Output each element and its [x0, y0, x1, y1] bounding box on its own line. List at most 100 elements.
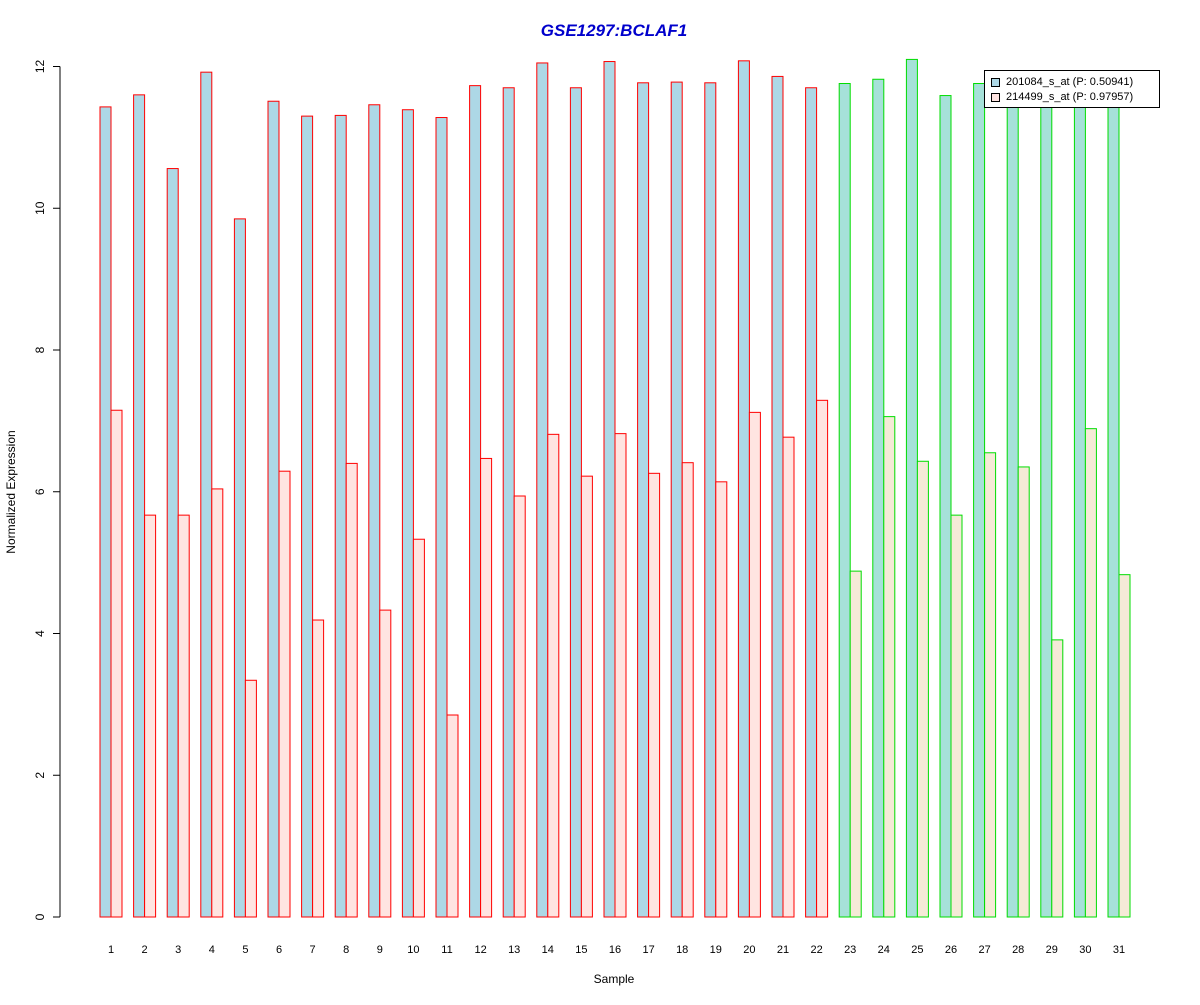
x-tick-label: 29 [1046, 944, 1058, 956]
bar-series-2-sample-27 [984, 452, 997, 918]
x-tick-label: 4 [209, 944, 215, 956]
bar-series-2-sample-12 [480, 457, 493, 918]
bar-series-1-sample-9 [368, 104, 381, 918]
legend-label-series-1: 201084_s_at (P: 0.50941) [1006, 76, 1134, 88]
x-tick-label: 30 [1079, 944, 1091, 956]
bar-series-1-sample-29 [1040, 102, 1053, 918]
bar-series-1-sample-27 [973, 83, 986, 918]
y-tick-label: 0 [33, 913, 47, 920]
y-axis-ticks: 0 2 4 6 8 10 12 [33, 60, 60, 920]
x-tick-label: 17 [642, 944, 654, 956]
y-tick-label: 4 [33, 630, 47, 637]
x-tick-label: 6 [276, 944, 282, 956]
legend: 201084_s_at (P: 0.50941) 214499_s_at (P:… [984, 70, 1160, 108]
bar-series-2-sample-21 [782, 436, 795, 918]
bar-series-1-sample-10 [401, 109, 414, 918]
x-tick-label: 24 [878, 944, 890, 956]
bar-series-2-sample-23 [849, 570, 862, 918]
bar-series-1-sample-4 [200, 71, 213, 918]
bar-series-2-sample-10 [412, 538, 425, 918]
bar-series-1-sample-5 [233, 218, 246, 918]
bar-series-1-sample-17 [637, 82, 650, 918]
bar-series-1-sample-31 [1107, 104, 1120, 918]
x-tick-label: 12 [474, 944, 486, 956]
x-axis-tick-labels: 1 2 3 4 5 6 7 8 9 10 11 12 13 14 15 16 17 18 19 20 21 22 23 24 2… [108, 944, 1125, 956]
x-tick-label: 18 [676, 944, 688, 956]
bar-series-1-sample-15 [569, 87, 582, 918]
x-axis-label: Sample [594, 972, 635, 986]
bar-series-1-sample-22 [805, 87, 818, 918]
bar-series-2-sample-8 [345, 462, 358, 918]
bar-series-2-sample-2 [144, 514, 157, 918]
bar-series [99, 58, 1131, 918]
bar-series-1-sample-19 [704, 82, 717, 918]
legend-label-series-2: 214499_s_at (P: 0.97957) [1006, 91, 1134, 103]
x-tick-label: 23 [844, 944, 856, 956]
bar-series-2-sample-5 [244, 679, 257, 918]
bar-series-2-sample-31 [1118, 574, 1131, 918]
bar-series-1-sample-12 [469, 85, 482, 918]
bar-series-1-sample-8 [334, 114, 347, 918]
bar-series-2-sample-9 [379, 609, 392, 918]
x-tick-label: 8 [343, 944, 349, 956]
x-tick-label: 16 [609, 944, 621, 956]
x-tick-label: 3 [175, 944, 181, 956]
x-tick-label: 1 [108, 944, 114, 956]
x-tick-label: 26 [945, 944, 957, 956]
bar-series-1-sample-7 [301, 115, 314, 918]
bar-series-2-sample-4 [211, 488, 224, 918]
bar-series-1-sample-25 [905, 58, 918, 918]
y-axis-label: Normalized Expression [4, 430, 18, 553]
bar-series-2-sample-16 [614, 433, 627, 918]
bar-series-2-sample-29 [1051, 639, 1064, 918]
legend-swatch-series-2 [991, 92, 1000, 102]
bar-series-2-sample-18 [681, 462, 694, 918]
y-tick-label: 10 [33, 201, 47, 215]
y-tick-label: 8 [33, 346, 47, 353]
y-tick-label: 6 [33, 488, 47, 495]
bar-series-1-sample-23 [838, 83, 851, 918]
bar-series-1-sample-11 [435, 117, 448, 918]
legend-swatch-series-1 [991, 77, 1000, 87]
bar-series-1-sample-16 [603, 61, 616, 918]
x-tick-label: 20 [743, 944, 755, 956]
bar-series-2-sample-26 [950, 514, 963, 918]
bar-series-2-sample-7 [312, 619, 325, 918]
bar-series-2-sample-24 [883, 416, 896, 918]
bar-series-2-sample-25 [916, 460, 929, 918]
bar-series-1-sample-14 [536, 62, 549, 918]
bar-series-1-sample-2 [133, 94, 146, 918]
bar-series-1-sample-26 [939, 95, 952, 918]
bar-series-2-sample-6 [278, 470, 291, 918]
bar-series-1-sample-3 [166, 168, 179, 918]
bar-series-1-sample-1 [99, 106, 112, 918]
bar-series-2-sample-13 [513, 495, 526, 918]
x-tick-label: 9 [377, 944, 383, 956]
x-tick-label: 31 [1113, 944, 1125, 956]
x-tick-label: 10 [407, 944, 419, 956]
x-tick-label: 7 [310, 944, 316, 956]
bar-series-1-sample-6 [267, 100, 280, 918]
bar-series-1-sample-24 [872, 78, 885, 918]
x-tick-label: 21 [777, 944, 789, 956]
bar-series-2-sample-11 [446, 714, 459, 918]
bar-series-1-sample-13 [502, 87, 515, 918]
bar-series-2-sample-30 [1084, 428, 1097, 918]
bar-series-2-sample-15 [580, 475, 593, 918]
y-tick-label: 2 [33, 772, 47, 779]
bar-series-2-sample-14 [547, 433, 560, 918]
x-tick-label: 13 [508, 944, 520, 956]
x-tick-label: 27 [978, 944, 990, 956]
bar-series-1-sample-30 [1073, 101, 1086, 918]
x-tick-label: 11 [441, 944, 452, 956]
y-tick-label: 12 [33, 60, 47, 74]
x-tick-label: 2 [142, 944, 148, 956]
x-tick-label: 25 [911, 944, 923, 956]
legend-entry-series-1: 201084_s_at (P: 0.50941) [991, 75, 1133, 89]
x-tick-label: 5 [242, 944, 248, 956]
bar-series-2-sample-19 [715, 481, 728, 918]
bar-series-1-sample-21 [771, 75, 784, 918]
x-tick-label: 22 [810, 944, 822, 956]
